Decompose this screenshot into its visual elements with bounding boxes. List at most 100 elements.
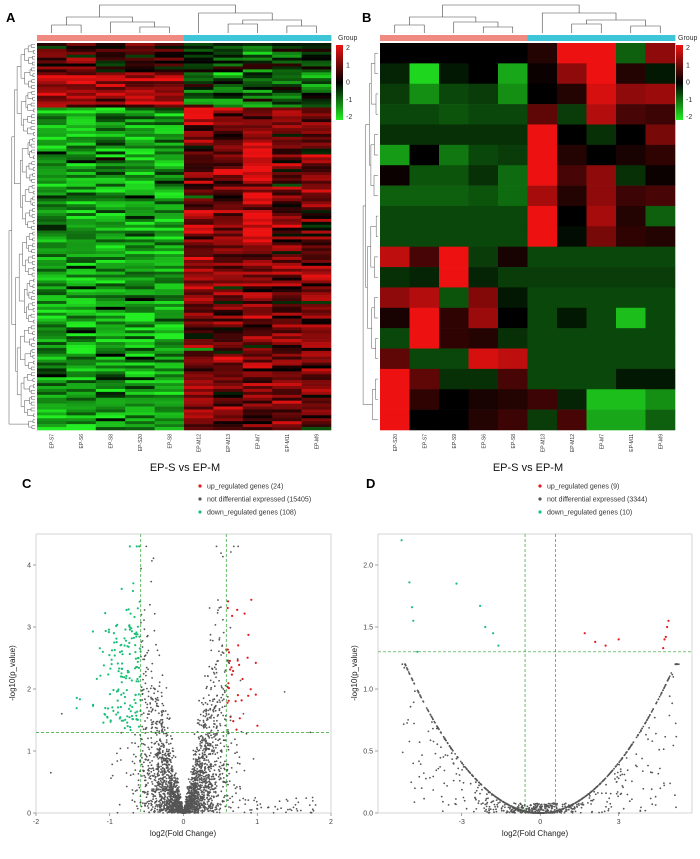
- point-not-diff: [157, 767, 159, 769]
- heatmap-cell: [498, 43, 528, 64]
- point-not-diff: [162, 764, 164, 766]
- heatmap-cell: [213, 260, 243, 263]
- heatmap-cell: [155, 128, 185, 131]
- heatmap-cell: [66, 222, 96, 225]
- heatmap-cell: [184, 307, 214, 310]
- heatmap-cell: [213, 248, 243, 251]
- heatmap-cell: [125, 366, 155, 369]
- dendrogram-branch: [28, 257, 32, 263]
- heatmap-cell: [66, 313, 96, 316]
- heatmap-cell: [302, 93, 332, 96]
- heatmap-cell: [498, 145, 528, 166]
- dendrogram-branch: [21, 55, 25, 78]
- point-not-diff: [159, 800, 161, 802]
- point-down: [76, 707, 78, 709]
- heatmap-cell: [213, 81, 243, 84]
- point-not-diff: [162, 750, 164, 752]
- heatmap-cell: [96, 363, 126, 366]
- point-not-diff: [174, 775, 176, 777]
- dendrogram-branch: [33, 50, 35, 53]
- heatmap-cell: [125, 345, 155, 348]
- dendrogram-branch: [33, 385, 35, 388]
- point-not-diff: [148, 710, 150, 712]
- point-not-diff: [146, 756, 148, 758]
- heatmap-cell: [125, 181, 155, 184]
- heatmap-cell: [37, 84, 67, 87]
- point-not-diff: [61, 713, 63, 715]
- heatmap-cell: [96, 239, 126, 242]
- point-not-diff: [212, 709, 214, 711]
- heatmap-cell: [243, 263, 273, 266]
- heatmap-cell: [155, 395, 185, 398]
- point-not-diff: [147, 793, 149, 795]
- heatmap-cell: [37, 75, 67, 78]
- point-not-diff: [145, 702, 147, 704]
- heatmap-cell: [243, 415, 273, 418]
- heatmap-cell: [272, 122, 302, 125]
- heatmap-cell: [96, 96, 126, 99]
- point-not-diff: [133, 754, 135, 756]
- point-not-diff: [642, 726, 644, 728]
- dendrogram-branch: [66, 17, 132, 25]
- point-not-diff: [236, 786, 238, 788]
- heatmap-cell: [37, 140, 67, 143]
- heatmap-cell: [272, 146, 302, 149]
- heatmap-cell: [96, 75, 126, 78]
- heatmap-cell: [272, 231, 302, 234]
- point-not-diff: [205, 687, 207, 689]
- point-not-diff: [230, 551, 232, 553]
- point-not-diff: [137, 808, 139, 810]
- heatmap-cell: [184, 368, 214, 371]
- point-not-diff: [204, 675, 206, 677]
- heatmap-cell: [243, 216, 273, 219]
- point-not-diff: [153, 788, 155, 790]
- heatmap-cell: [302, 154, 332, 157]
- point-down: [124, 719, 126, 721]
- heatmap-cell: [184, 201, 214, 204]
- point-not-diff: [417, 690, 419, 692]
- heatmap-cell: [302, 49, 332, 52]
- heatmap-cell: [528, 349, 558, 370]
- heatmap-cell: [272, 336, 302, 339]
- heatmap-cell: [380, 410, 410, 431]
- point-down: [120, 694, 122, 696]
- point-not-diff: [155, 710, 157, 712]
- point-not-diff: [111, 764, 113, 766]
- point-not-diff: [488, 810, 490, 812]
- heatmap-cell: [66, 102, 96, 105]
- heatmap-cell: [37, 301, 67, 304]
- heatmap-cell: [213, 330, 243, 333]
- heatmap-cell: [96, 222, 126, 225]
- point-not-diff: [234, 752, 236, 754]
- point-not-diff: [223, 698, 225, 700]
- point-not-diff: [620, 793, 622, 795]
- heatmap-cell: [66, 201, 96, 204]
- point-not-diff: [227, 729, 229, 731]
- heatmap-cell: [125, 140, 155, 143]
- heatmap-cell: [96, 87, 126, 90]
- point-not-diff: [197, 719, 199, 721]
- heatmap-cell: [184, 418, 214, 421]
- group-bar-segment: [557, 35, 587, 41]
- point-not-diff: [224, 671, 226, 673]
- point-not-diff: [234, 738, 236, 740]
- heatmap-cell: [184, 257, 214, 260]
- point-not-diff: [189, 792, 191, 794]
- point-not-diff: [142, 766, 144, 768]
- point-not-diff: [473, 811, 475, 813]
- heatmap-cell: [96, 269, 126, 272]
- heatmap-cell: [96, 90, 126, 93]
- heatmap-cell: [96, 415, 126, 418]
- point-not-diff: [141, 743, 143, 745]
- heatmap-cell: [66, 322, 96, 325]
- heatmap-cell: [184, 116, 214, 119]
- point-not-diff: [144, 659, 146, 661]
- heatmap-cell: [380, 389, 410, 410]
- point-up: [238, 664, 240, 666]
- point-not-diff: [462, 764, 464, 766]
- point-down: [102, 722, 104, 724]
- point-not-diff: [154, 613, 156, 615]
- point-not-diff: [220, 768, 222, 770]
